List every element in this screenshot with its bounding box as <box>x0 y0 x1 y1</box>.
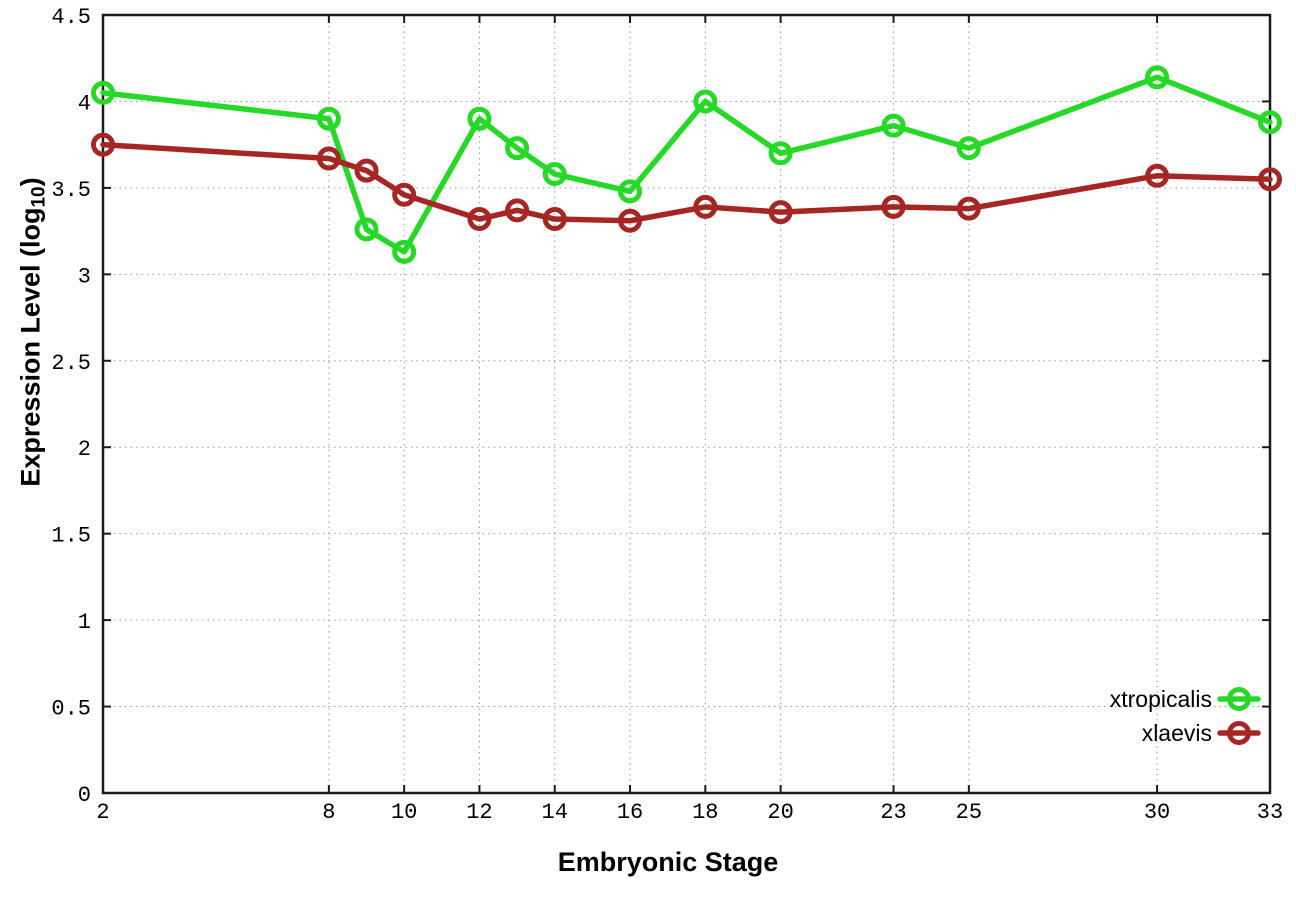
x-tick-label: 23 <box>880 800 906 825</box>
data-point-xlaevis <box>316 146 341 171</box>
legend-label-xtropicalis: xtropicalis <box>1110 686 1212 712</box>
data-point-xtropicalis <box>505 136 530 161</box>
y-tick-label: 4 <box>78 91 91 116</box>
data-point-xtropicalis <box>542 162 567 187</box>
x-tick-label: 33 <box>1257 800 1283 825</box>
data-point-xtropicalis <box>693 89 718 114</box>
y-tick-label: 2.5 <box>51 351 91 376</box>
data-point-xtropicalis <box>354 217 379 242</box>
legend-marker-xtropicalis <box>1227 687 1251 711</box>
x-tick-label: 30 <box>1144 800 1170 825</box>
data-point-xlaevis <box>1258 167 1282 192</box>
y-tick-label: 3.5 <box>51 178 91 203</box>
x-axis-title: Embryonic Stage <box>557 847 779 877</box>
data-point-xtropicalis <box>1258 110 1282 135</box>
y-tick-label: 0 <box>78 783 91 808</box>
axis-frame <box>101 13 1272 795</box>
data-point-xtropicalis <box>956 136 981 161</box>
x-tick-label: 10 <box>391 800 417 825</box>
x-tick-label: 14 <box>542 800 568 825</box>
x-tick-label: 25 <box>956 800 982 825</box>
data-point-xlaevis <box>392 182 417 207</box>
y-tick-label: 1.5 <box>51 524 91 549</box>
x-tick-label: 2 <box>96 800 109 825</box>
x-tick-label: 18 <box>692 800 718 825</box>
x-tick-label: 8 <box>322 800 335 825</box>
data-point-xlaevis <box>768 200 793 225</box>
data-point-xtropicalis <box>91 80 115 105</box>
data-point-xtropicalis <box>392 239 417 264</box>
data-point-xlaevis <box>693 194 718 219</box>
y-tick-label: 0.5 <box>51 697 91 722</box>
data-point-xlaevis <box>1145 163 1170 188</box>
data-point-xlaevis <box>956 196 981 221</box>
data-point-xlaevis <box>91 132 115 157</box>
data-point-xtropicalis <box>881 113 906 138</box>
y-tick-label: 1 <box>78 610 91 635</box>
y-tick-label: 2 <box>78 437 91 462</box>
data-point-xlaevis <box>618 208 643 233</box>
legend-marker-xlaevis <box>1227 721 1251 745</box>
series-line-xlaevis <box>100 141 1273 224</box>
data-point-xlaevis <box>505 198 530 223</box>
x-tick-label: 20 <box>767 800 793 825</box>
legend-label-xlaevis: xlaevis <box>1142 720 1212 746</box>
x-tick-label: 16 <box>617 800 643 825</box>
y-axis-title-subscript: 10 <box>28 186 50 208</box>
data-point-xtropicalis <box>316 106 341 131</box>
data-point-xtropicalis <box>1145 65 1170 90</box>
y-tick-label: 3 <box>78 264 91 289</box>
data-point-xtropicalis <box>467 106 492 131</box>
y-axis-title-prefix: Expression Level (log <box>15 207 46 487</box>
data-point-xlaevis <box>881 194 906 219</box>
data-point-xlaevis <box>354 158 379 183</box>
y-axis-title-suffix: ) <box>15 177 46 187</box>
series-line-xtropicalis <box>100 74 1273 255</box>
y-axis-title: Expression Level (log10) <box>15 177 50 486</box>
data-point-xtropicalis <box>618 179 643 204</box>
x-tick-label: 12 <box>466 800 492 825</box>
data-point-xlaevis <box>467 207 492 232</box>
data-point-xtropicalis <box>768 141 793 166</box>
data-point-xlaevis <box>542 207 567 232</box>
y-tick-label: 4.5 <box>51 5 91 30</box>
